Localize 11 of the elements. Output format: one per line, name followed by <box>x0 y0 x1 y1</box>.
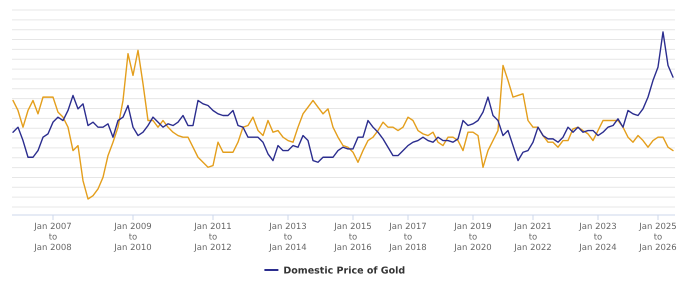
x-tick-label: Jan 2023 to Jan 2024 <box>578 222 617 253</box>
x-tick-label: Jan 2015 to Jan 2016 <box>333 222 372 253</box>
legend-label: Domestic Price of Gold <box>283 266 406 276</box>
x-tick-label: Jan 2007 to Jan 2008 <box>33 222 72 253</box>
x-tick-label: Jan 2021 to Jan 2022 <box>513 222 552 253</box>
x-tick-label: Jan 2017 to Jan 2018 <box>388 222 427 253</box>
x-tick-label: Jan 2019 to Jan 2020 <box>453 222 492 253</box>
x-tick-label: Jan 2011 to Jan 2012 <box>193 222 232 253</box>
x-tick-label: Jan 2009 to Jan 2010 <box>113 222 152 253</box>
x-tick-label: Jan 2013 to Jan 2014 <box>268 222 307 253</box>
x-tick-label: Jan 2025 to Jan 2026 <box>638 222 677 253</box>
